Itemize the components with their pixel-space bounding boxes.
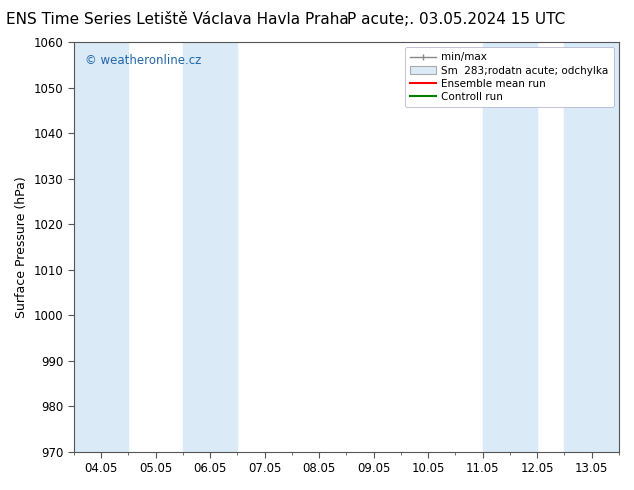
Bar — [183, 42, 237, 452]
Y-axis label: Surface Pressure (hPa): Surface Pressure (hPa) — [15, 176, 28, 318]
Legend: min/max, Sm  283;rodatn acute; odchylka, Ensemble mean run, Controll run: min/max, Sm 283;rodatn acute; odchylka, … — [405, 47, 614, 107]
Text: © weatheronline.cz: © weatheronline.cz — [84, 54, 201, 67]
Bar — [74, 42, 128, 452]
Text: P acute;. 03.05.2024 15 UTC: P acute;. 03.05.2024 15 UTC — [347, 12, 566, 27]
Bar — [482, 42, 537, 452]
Bar — [564, 42, 619, 452]
Text: ENS Time Series Letiště Václava Havla Praha: ENS Time Series Letiště Václava Havla Pr… — [6, 12, 349, 27]
